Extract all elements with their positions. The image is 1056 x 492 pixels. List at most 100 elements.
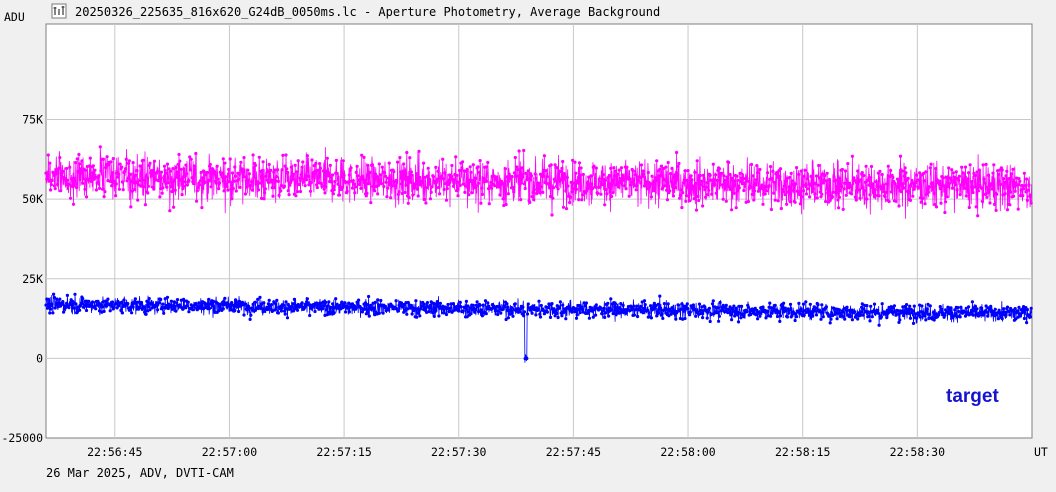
data-point — [276, 311, 280, 315]
data-point — [463, 306, 467, 310]
data-point — [811, 187, 816, 191]
data-point — [885, 316, 889, 320]
data-point — [685, 178, 689, 182]
data-point — [1025, 308, 1029, 312]
data-point — [310, 158, 314, 162]
data-point — [820, 303, 824, 307]
data-point — [681, 191, 685, 195]
data-point — [198, 183, 202, 187]
data-point — [355, 164, 359, 168]
data-point — [581, 172, 585, 177]
data-point — [674, 186, 678, 190]
data-point — [102, 309, 106, 313]
data-point — [525, 312, 530, 316]
data-point — [915, 173, 919, 177]
data-point — [618, 306, 622, 310]
data-point — [97, 186, 102, 190]
data-point — [298, 189, 303, 194]
data-point — [484, 312, 488, 316]
data-point — [976, 214, 980, 218]
data-point — [927, 316, 931, 320]
x-tick-label: 22:57:30 — [431, 445, 486, 459]
data-point — [876, 308, 880, 312]
data-point — [691, 303, 696, 307]
data-point — [866, 178, 871, 182]
data-point — [791, 188, 796, 193]
data-point — [642, 172, 646, 176]
data-point — [435, 300, 439, 304]
data-point — [959, 183, 963, 187]
data-point — [1022, 171, 1026, 175]
data-point — [513, 155, 517, 160]
data-point — [429, 190, 433, 194]
data-point — [44, 303, 48, 307]
data-point — [863, 180, 868, 184]
data-point — [940, 307, 944, 311]
data-point — [659, 164, 663, 168]
data-point — [501, 197, 505, 201]
data-point — [994, 208, 998, 212]
data-point — [813, 192, 817, 196]
data-point — [636, 179, 641, 183]
data-point — [486, 160, 490, 165]
data-point — [199, 170, 203, 175]
data-point — [734, 206, 738, 210]
data-point — [65, 301, 69, 305]
data-point — [272, 186, 277, 190]
data-point — [597, 177, 602, 181]
data-point — [377, 311, 381, 315]
data-point — [954, 170, 958, 174]
data-point — [138, 305, 142, 310]
data-point — [104, 166, 108, 170]
data-point — [249, 313, 253, 317]
grid — [46, 24, 1032, 438]
data-point — [55, 170, 59, 174]
data-point — [136, 198, 140, 202]
data-point — [375, 175, 379, 179]
data-point — [334, 158, 338, 162]
data-point — [680, 302, 684, 306]
data-point — [195, 199, 199, 203]
data-point — [387, 161, 391, 165]
data-point — [821, 311, 825, 315]
data-point — [788, 308, 792, 312]
data-point — [830, 195, 835, 199]
data-point — [322, 187, 326, 191]
data-point — [283, 164, 287, 168]
data-point — [164, 171, 168, 175]
data-point — [558, 306, 562, 310]
data-point — [172, 307, 176, 311]
data-point — [250, 188, 254, 192]
data-point — [160, 191, 164, 195]
data-point — [68, 196, 73, 200]
data-point — [180, 193, 184, 197]
data-point — [173, 304, 177, 308]
data-point — [323, 191, 327, 195]
window-title: 20250326_225635_816x620_G24dB_0050ms.lc … — [75, 5, 661, 19]
data-point — [1003, 192, 1007, 196]
data-point — [65, 166, 69, 171]
data-point — [746, 179, 750, 183]
data-point — [801, 189, 806, 193]
data-point — [817, 176, 822, 180]
data-point — [258, 295, 262, 299]
data-point — [384, 180, 388, 184]
data-point — [55, 182, 60, 187]
data-point — [411, 193, 415, 197]
x-tick-labels: 22:56:45 22:57:00 22:57:15 22:57:30 22:57:45… — [87, 445, 945, 459]
data-point — [870, 315, 874, 319]
data-point — [110, 184, 114, 188]
data-point — [451, 184, 455, 188]
data-point — [624, 187, 628, 191]
data-point — [480, 192, 484, 196]
data-point — [1029, 201, 1033, 205]
data-point — [366, 163, 370, 167]
data-point — [428, 303, 433, 307]
data-point — [345, 189, 349, 193]
data-point — [127, 159, 131, 163]
data-point — [963, 186, 967, 190]
data-point — [306, 174, 310, 178]
data-point — [373, 189, 377, 193]
data-point — [642, 306, 646, 311]
